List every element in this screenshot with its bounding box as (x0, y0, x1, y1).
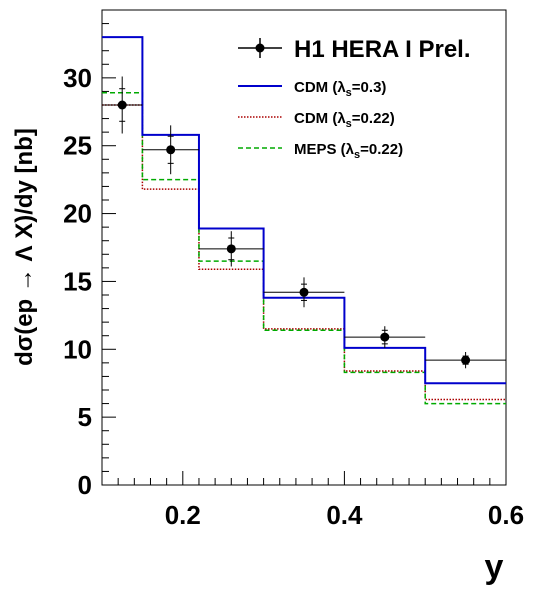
y-tick-label: 0 (78, 470, 92, 500)
series-layer (102, 36, 506, 405)
data-point (344, 326, 426, 348)
axis-ticks (101, 9, 507, 486)
series-line (102, 36, 506, 385)
y-tick-label: 5 (78, 402, 92, 432)
series-line (102, 92, 506, 405)
legend-label: CDM (λs=0.22) (294, 110, 395, 130)
x-tick-label: 0.2 (165, 500, 201, 530)
y-tick-label: 10 (63, 334, 92, 364)
legend-entry-data: H1 HERA I Prel. (238, 36, 471, 63)
legend-label-data: H1 HERA I Prel. (294, 36, 471, 63)
data-point (102, 76, 143, 134)
y-axis-label: dσ(ep → Λ X)/dy [nb] (11, 128, 38, 366)
y-tick-label: 30 (63, 63, 92, 93)
x-axis-label: y (485, 548, 504, 586)
legend-entry: CDM (λs=0.3) (238, 79, 386, 99)
y-tick-label: 20 (63, 199, 92, 229)
x-tick-label: 0.6 (488, 500, 524, 530)
legend-label: MEPS (λs=0.22) (294, 141, 403, 161)
y-tick-labels: 0 5 10 15 20 25 30 (63, 63, 92, 500)
plot-frame (101, 9, 507, 486)
data-point (142, 125, 199, 175)
legend: H1 HERA I Prel. CDM (λs=0.3) CDM (λs=0.22)… (238, 36, 471, 161)
legend-entry: CDM (λs=0.22) (238, 110, 395, 130)
data-point (198, 231, 264, 267)
x-tick-labels: 0.2 0.4 0.6 (165, 500, 524, 530)
x-tick-label: 0.4 (326, 500, 363, 530)
data-point (425, 352, 506, 369)
y-tick-label: 25 (63, 131, 92, 161)
legend-label: CDM (λs=0.3) (294, 79, 386, 99)
y-tick-label: 15 (63, 266, 92, 296)
legend-entry: MEPS (λs=0.22) (238, 141, 403, 161)
data-points-layer (102, 76, 506, 369)
data-point (263, 277, 345, 308)
